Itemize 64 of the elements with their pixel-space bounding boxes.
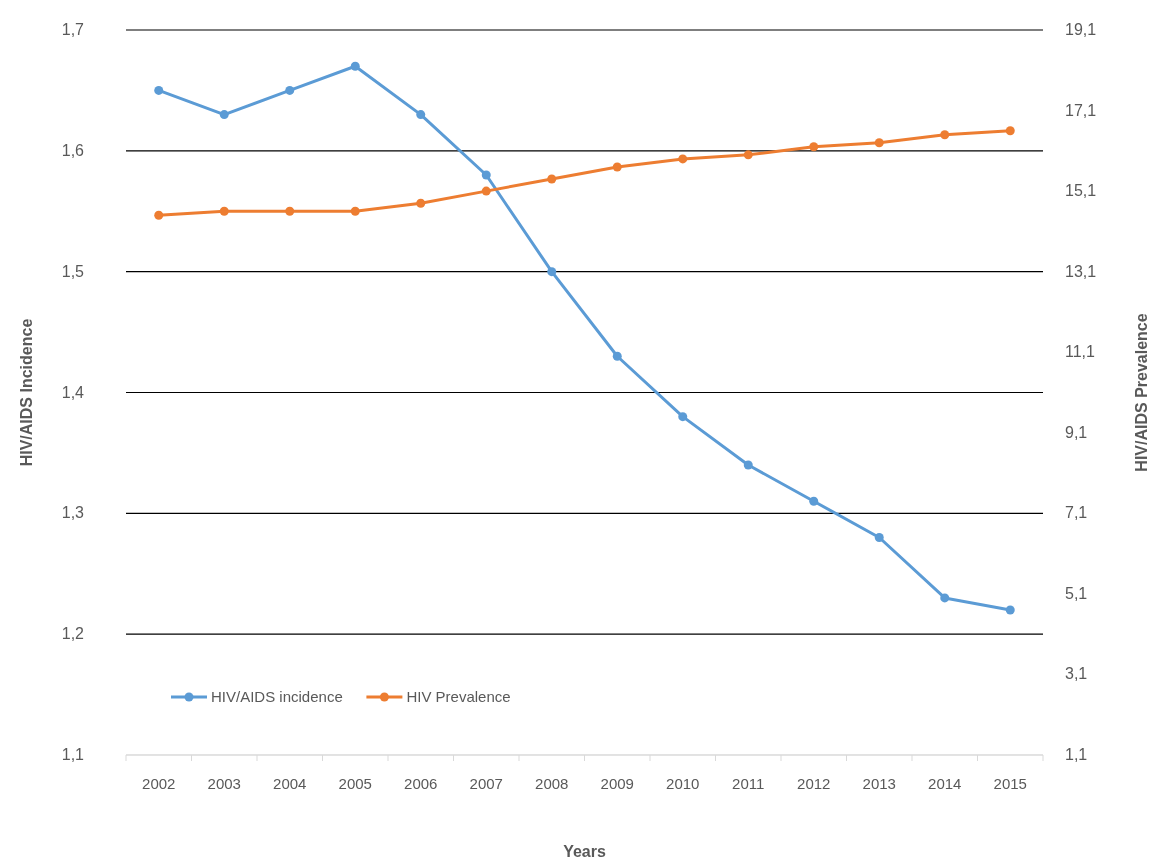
y-tick-label: 1,2 [61, 625, 85, 643]
x-tick-label: 2003 [207, 775, 241, 792]
point [940, 593, 950, 603]
point [809, 142, 819, 152]
point [1005, 126, 1015, 136]
x-tick-label: 2015 [993, 775, 1027, 792]
x-tick-label: 2006 [404, 775, 438, 792]
point [874, 138, 884, 148]
point [350, 206, 360, 216]
y-tick-label: 1,6 [61, 141, 85, 159]
y2-tick-label: 13,1 [1065, 262, 1097, 280]
y-tick-label: 1,1 [61, 746, 85, 763]
point [1005, 605, 1015, 615]
x-tick-label: 2004 [273, 775, 307, 792]
y2-tick-label: 19,1 [1065, 21, 1097, 38]
y2-tick-label: 7,1 [1065, 504, 1088, 522]
y2-tick-label: 17,1 [1065, 101, 1097, 119]
y-tick-label: 1,7 [61, 21, 85, 38]
point [416, 198, 426, 208]
x-tick-label: 2005 [338, 775, 372, 792]
y2-tick-label: 5,1 [1065, 584, 1088, 602]
y2-tick-label: 9,1 [1065, 423, 1088, 441]
point [547, 174, 557, 184]
x-axis-title: Years [563, 843, 606, 857]
y2-tick-label: 11,1 [1065, 343, 1096, 361]
point [285, 206, 295, 216]
point [481, 186, 491, 196]
x-tick-label: 2002 [142, 775, 176, 792]
y-tick-label: 1,5 [61, 262, 85, 280]
y-tick-label: 1,3 [61, 504, 85, 522]
point [154, 210, 164, 220]
x-tick-label: 2012 [797, 775, 831, 792]
point [678, 154, 688, 164]
y-axis-title: HIV/AIDS Incidence [18, 318, 35, 467]
point [154, 85, 164, 95]
point [285, 85, 295, 95]
y2-tick-label: 3,1 [1065, 665, 1088, 683]
point [219, 110, 229, 120]
y2-tick-label: 15,1 [1065, 182, 1097, 200]
point [612, 351, 622, 361]
point [547, 267, 557, 277]
point [940, 130, 950, 140]
x-tick-label: 2007 [469, 775, 503, 792]
x-tick-label: 2009 [600, 775, 634, 792]
point [612, 162, 622, 172]
y2-axis-title: HIV/AIDS Prevalence [1133, 313, 1150, 472]
point [874, 533, 884, 542]
x-tick-label: 2010 [666, 775, 700, 792]
point [350, 61, 360, 71]
point [743, 150, 753, 160]
x-tick-label: 2014 [928, 775, 962, 792]
point [678, 412, 688, 422]
point [416, 110, 426, 120]
y-tick-label: 1,4 [61, 383, 85, 401]
y2-tick-label: 1,1 [1065, 746, 1088, 763]
x-tick-label: 2013 [862, 775, 896, 792]
x-tick-label: 2008 [535, 775, 569, 792]
point [219, 206, 229, 216]
x-tick-label: 2011 [732, 775, 765, 792]
legend-label: HIV/AIDS incidence [211, 688, 343, 705]
point [481, 170, 491, 180]
point [743, 460, 753, 470]
point [809, 496, 819, 506]
legend-label: HIV Prevalence [406, 688, 511, 705]
